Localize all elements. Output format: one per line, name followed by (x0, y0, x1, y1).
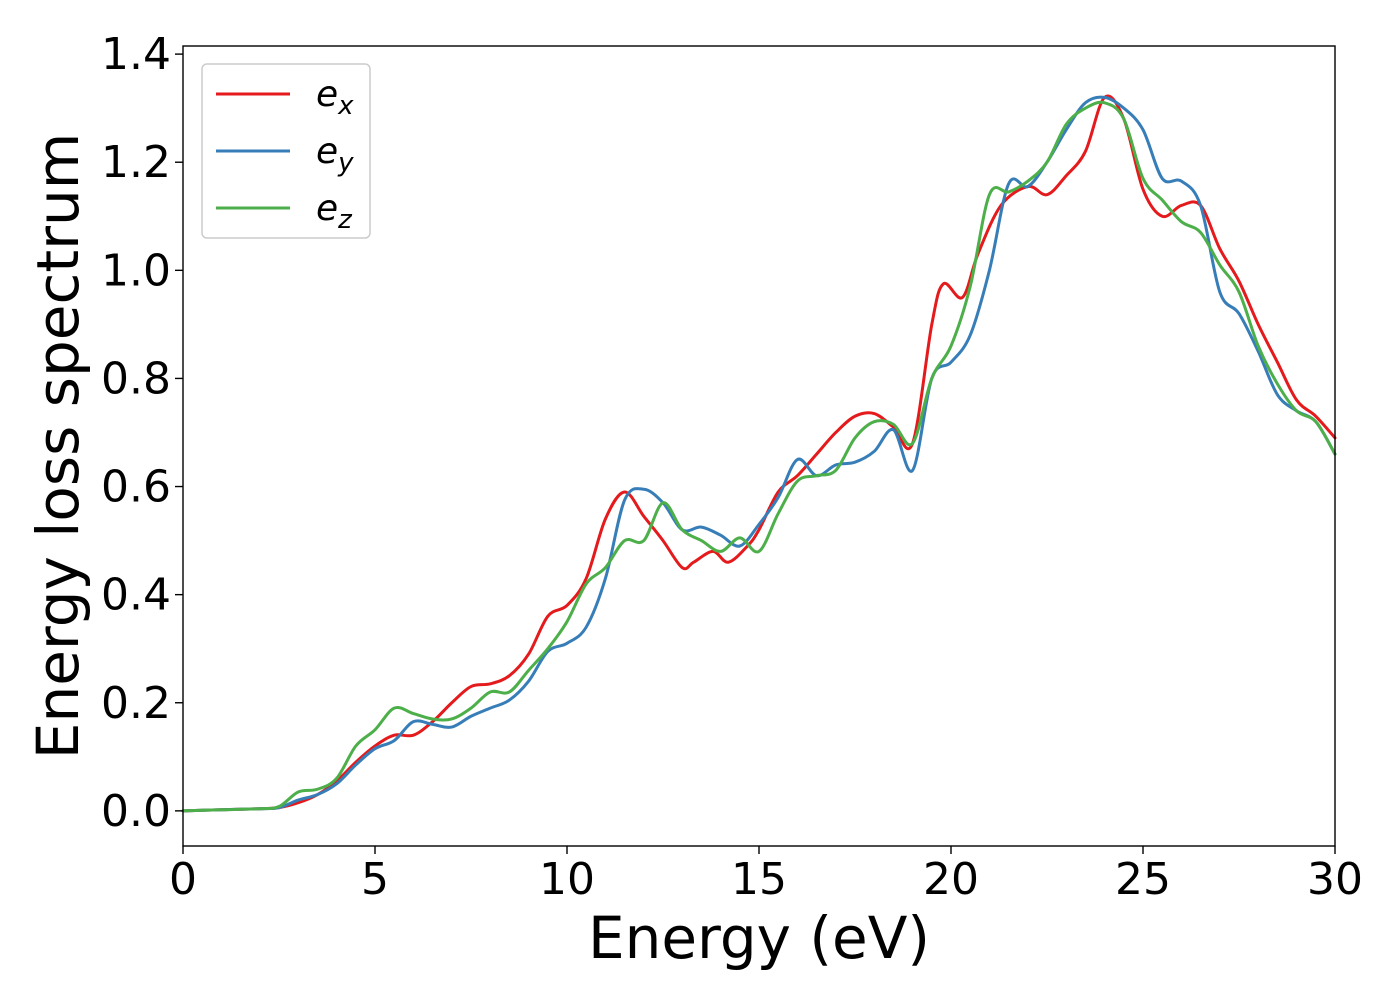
y-tick-label: 0.0 (101, 786, 171, 837)
x-axis-label: Energy (eV) (588, 904, 930, 972)
x-tick-label: 30 (1307, 854, 1363, 905)
y-axis-label: Energy loss spectrum (24, 133, 92, 759)
legend-items: ex ey ez (216, 74, 354, 235)
x-tick-label: 0 (169, 854, 197, 905)
x-tick-label: 20 (923, 854, 979, 905)
x-tick-label: 15 (731, 854, 787, 905)
series-line-x (181, 94, 1337, 813)
series-line-y (181, 95, 1337, 813)
legend-label-x: ex (316, 74, 354, 121)
y-tick-label: 1.0 (101, 245, 171, 296)
y-tick-label: 0.2 (101, 678, 171, 729)
legend-label-z: ez (316, 188, 353, 235)
legend-label-y: ey (316, 131, 354, 178)
series-layer (181, 94, 1337, 813)
y-tick-label: 0.8 (101, 353, 171, 404)
legend: ex ey ez (201, 63, 371, 239)
x-axis-ticks: 0 5 10 15 20 25 30 (169, 846, 1363, 905)
x-tick-label: 5 (361, 854, 389, 905)
y-tick-label: 1.2 (101, 137, 171, 188)
x-tick-label: 10 (539, 854, 595, 905)
series-line-z (181, 100, 1337, 813)
x-tick-label: 25 (1115, 854, 1171, 905)
y-tick-label: 0.6 (101, 462, 171, 513)
y-tick-label: 1.4 (101, 29, 171, 80)
y-axis-ticks: 0.0 0.2 0.4 0.6 0.8 1.0 1.2 1.4 (101, 29, 183, 837)
y-tick-label: 0.4 (101, 570, 171, 621)
